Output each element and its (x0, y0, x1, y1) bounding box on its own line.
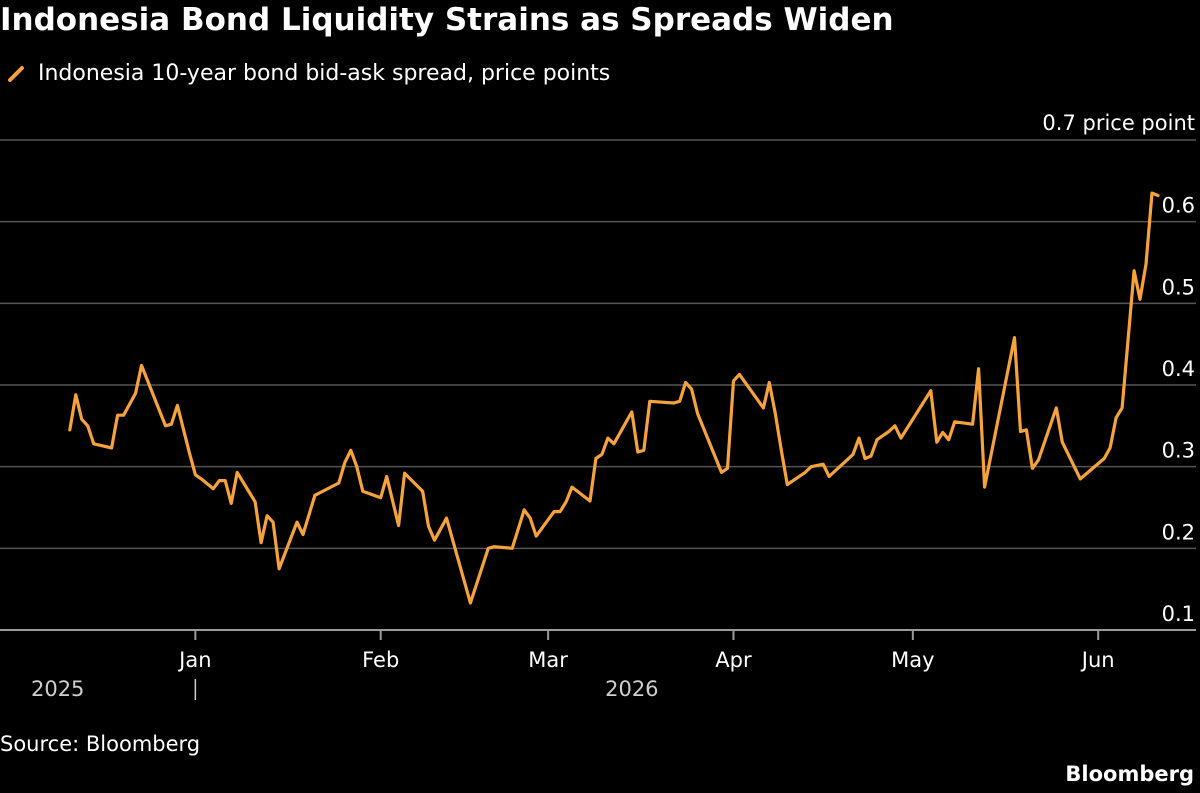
series-line (68, 191, 1160, 605)
y-tick-label: 0.2 (1162, 520, 1195, 544)
x-tick-label: Jan (177, 648, 211, 672)
x-tick-label: Jun (1080, 648, 1115, 672)
y-tick-label: 0.4 (1162, 357, 1195, 381)
year-label: 2026 (605, 677, 658, 701)
x-tick-label: Apr (715, 648, 752, 672)
y-tick-label: 0.1 (1162, 602, 1195, 626)
x-tick-label: May (891, 648, 934, 672)
bloomberg-logo: Bloomberg (1065, 762, 1194, 786)
x-tick-label: Feb (362, 648, 399, 672)
legend-label: Indonesia 10-year bond bid-ask spread, p… (38, 61, 611, 86)
y-unit-label: 0.7 price point (1042, 111, 1195, 135)
y-tick-label: 0.5 (1162, 275, 1195, 299)
legend-swatch-icon (8, 65, 24, 82)
y-tick-label: 0.3 (1162, 439, 1195, 463)
y-tick-label: 0.6 (1162, 194, 1195, 218)
legend-swatch-line (8, 65, 24, 82)
x-tick-label: Mar (528, 648, 568, 672)
legend: Indonesia 10-year bond bid-ask spread, p… (6, 61, 610, 86)
chart-title: Indonesia Bond Liquidity Strains as Spre… (0, 2, 894, 38)
source-note: Source: Bloomberg (0, 732, 201, 756)
year-label: 2025 (31, 677, 84, 701)
